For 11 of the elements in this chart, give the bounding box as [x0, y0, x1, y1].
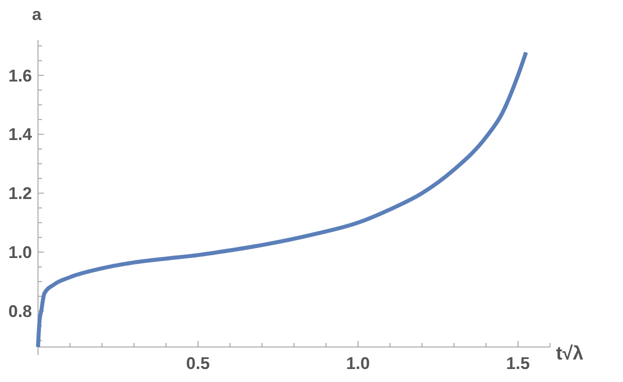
y-axis-title: a [32, 5, 42, 24]
y-tick-label: 1.6 [8, 66, 32, 86]
x-axis-title: t√λ [556, 344, 584, 365]
y-tick-label: 0.8 [8, 302, 32, 322]
y-tick-label: 1.2 [8, 184, 32, 204]
x-tick-label: 0.5 [186, 354, 210, 373]
y-tick-label: 1.0 [8, 243, 32, 262]
y-tick-label: 1.4 [8, 125, 33, 144]
line-series [36, 50, 528, 349]
x-tick-label: 1.5 [506, 354, 530, 373]
x-tick-label: 1.0 [346, 354, 370, 373]
